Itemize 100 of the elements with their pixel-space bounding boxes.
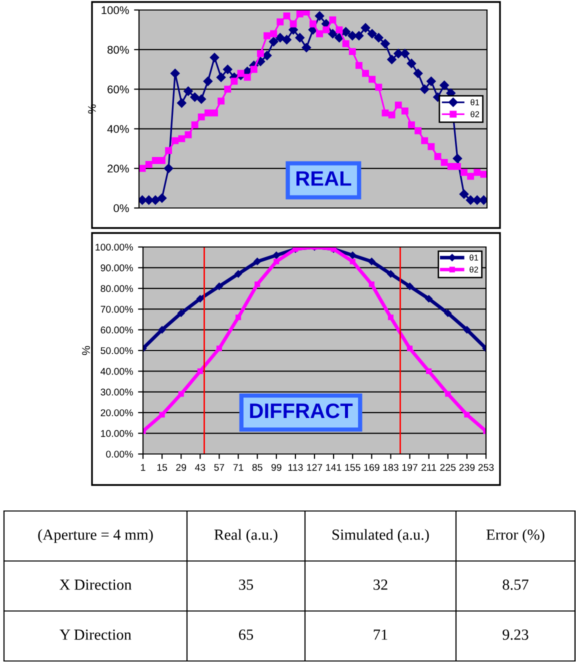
text: 9.23 <box>502 630 528 640</box>
point <box>463 326 471 334</box>
point <box>454 162 461 170</box>
point <box>322 26 330 34</box>
point <box>388 111 396 118</box>
point <box>224 86 232 93</box>
point <box>244 74 251 81</box>
point <box>170 68 180 78</box>
point <box>362 70 369 77</box>
point <box>250 66 258 73</box>
point <box>216 72 226 82</box>
x-tick-label: 15 <box>157 464 168 471</box>
y-tick-label: 60.00% <box>100 326 133 334</box>
point <box>198 113 205 120</box>
point <box>234 270 242 278</box>
y-tick-label: 30.00% <box>100 388 133 396</box>
point <box>421 137 428 144</box>
point <box>350 258 356 264</box>
point <box>223 64 232 74</box>
x-tick-label: 1 <box>141 464 146 471</box>
point <box>341 27 350 36</box>
annotation: DIFFRACT <box>250 403 353 418</box>
point <box>254 281 260 288</box>
point <box>302 42 312 52</box>
point <box>348 31 358 40</box>
point <box>479 195 487 205</box>
x-tick-label: 197 <box>402 464 418 471</box>
point <box>216 346 222 352</box>
point <box>178 135 186 142</box>
point <box>216 282 223 290</box>
x-tick-label: 99 <box>271 464 282 471</box>
point <box>264 32 271 40</box>
point <box>406 282 414 290</box>
x-tick-label: 211 <box>422 464 436 471</box>
y-tick-label: 40% <box>107 125 129 133</box>
point <box>210 52 220 62</box>
point <box>406 58 416 68</box>
y-tick-label: 100.00% <box>96 244 133 251</box>
point <box>464 412 470 418</box>
point <box>375 84 382 91</box>
point <box>380 39 390 48</box>
point <box>191 121 198 128</box>
y-tick-label: 0% <box>114 204 129 212</box>
point <box>440 158 448 166</box>
point <box>387 54 396 64</box>
point <box>445 391 451 397</box>
point <box>268 37 278 46</box>
x-tick-label: 113 <box>288 464 303 471</box>
point <box>276 18 284 26</box>
y-tick-label: 90.00% <box>100 264 133 272</box>
text: 71 <box>374 630 388 640</box>
point <box>368 258 376 266</box>
point <box>348 252 356 259</box>
point <box>388 314 394 320</box>
point <box>190 92 200 102</box>
point <box>342 40 350 48</box>
point <box>152 157 159 164</box>
point <box>472 195 482 205</box>
x-tick-label: 253 <box>478 464 494 471</box>
point <box>158 157 166 164</box>
x-tick-label: 57 <box>214 464 224 471</box>
point <box>328 29 338 38</box>
point <box>407 346 413 352</box>
point <box>237 70 244 77</box>
point <box>211 109 218 116</box>
x-tick-label: 43 <box>194 464 206 471</box>
x-tick-label: 155 <box>345 464 360 471</box>
point <box>290 20 297 28</box>
point <box>428 143 435 150</box>
point <box>164 164 174 174</box>
text: 32 <box>374 580 388 590</box>
point <box>274 258 280 264</box>
point <box>466 195 476 205</box>
point <box>145 160 152 168</box>
point <box>254 258 261 266</box>
y-axis-title: % <box>82 346 90 356</box>
y-tick-label: 60% <box>108 85 129 94</box>
legend-label: θ2 <box>470 111 480 118</box>
category-label: (Aperture = 4 mm) <box>38 529 153 543</box>
point <box>272 252 280 259</box>
point <box>276 33 285 42</box>
point <box>426 368 432 374</box>
point <box>480 170 487 178</box>
point <box>177 98 186 108</box>
point <box>459 190 469 199</box>
point <box>295 33 304 42</box>
y-tick-label: 10.00% <box>101 430 133 437</box>
category-label: Y Direction <box>60 630 132 640</box>
point <box>426 76 436 86</box>
point <box>336 26 343 34</box>
point <box>447 162 454 170</box>
point <box>230 78 238 85</box>
point <box>382 109 389 116</box>
point <box>368 76 376 83</box>
point <box>159 412 165 418</box>
point <box>165 147 172 154</box>
point <box>257 50 264 58</box>
y-tick-label: 50.00% <box>100 347 133 354</box>
point <box>354 31 364 40</box>
point <box>296 10 304 18</box>
